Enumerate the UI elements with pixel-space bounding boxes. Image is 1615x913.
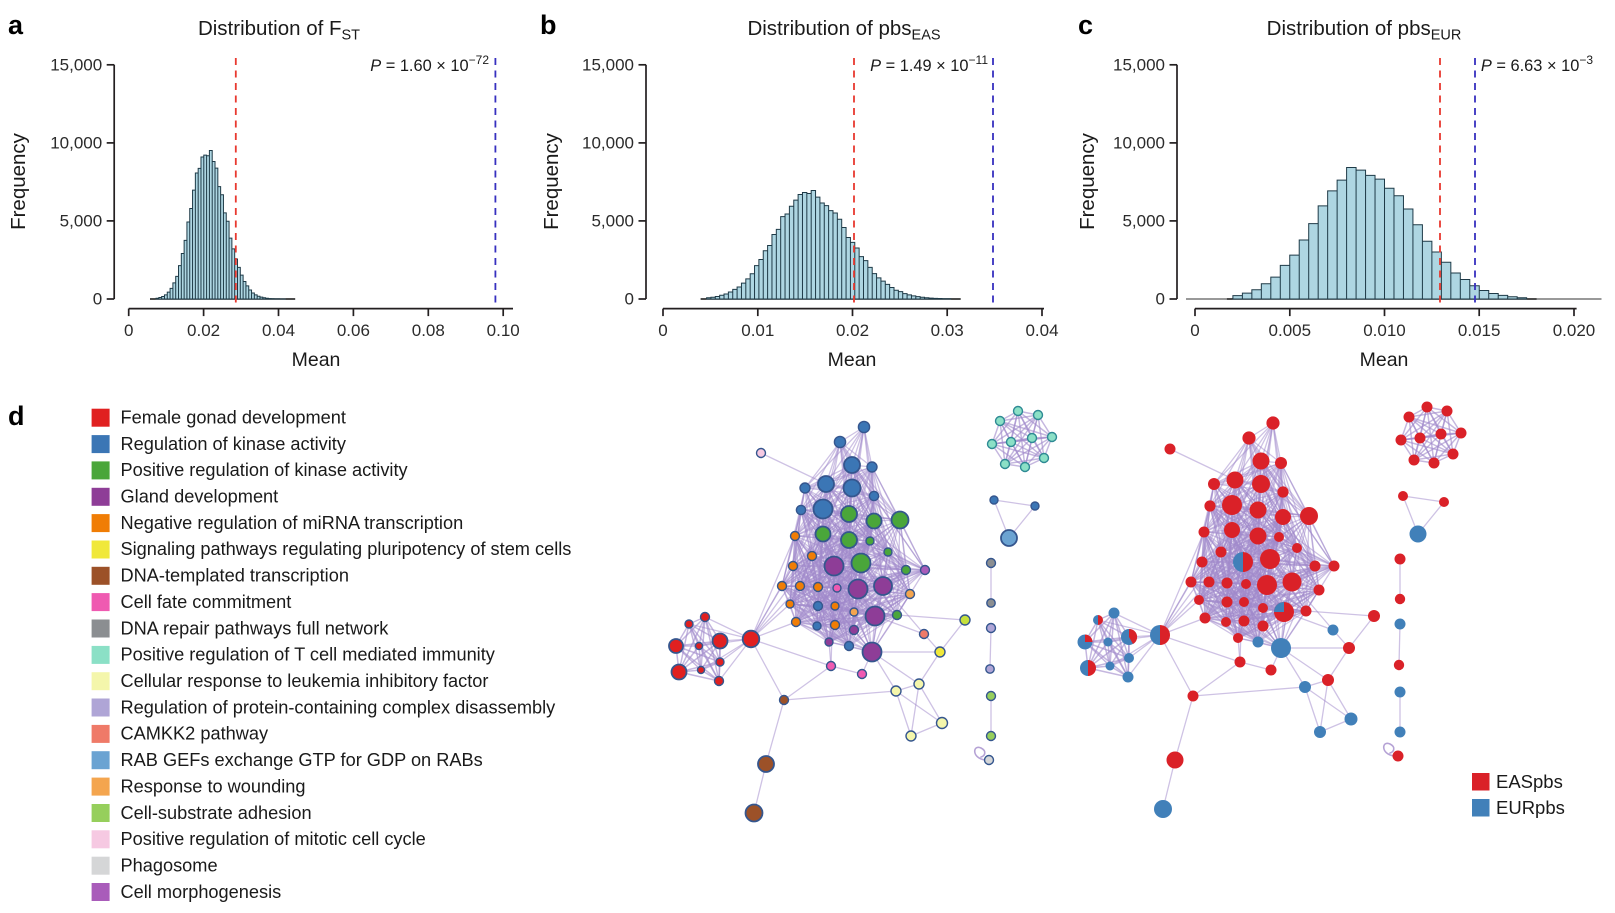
svg-text:0.010: 0.010: [1363, 321, 1406, 340]
svg-text:Mean: Mean: [828, 349, 877, 371]
svg-text:a: a: [8, 10, 24, 40]
svg-text:0.10: 0.10: [487, 321, 520, 340]
svg-text:0.020: 0.020: [1553, 321, 1596, 340]
svg-text:0.015: 0.015: [1458, 321, 1501, 340]
svg-text:0: 0: [625, 290, 634, 309]
svg-text:c: c: [1078, 10, 1093, 40]
svg-text:Frequency: Frequency: [540, 132, 563, 230]
svg-text:Distribution of pbsEAS: Distribution of pbsEAS: [747, 17, 940, 44]
svg-text:Positive regulation of mitotic: Positive regulation of mitotic cell cycl…: [121, 829, 426, 849]
svg-text:15,000: 15,000: [1113, 55, 1165, 74]
svg-text:Distribution of FST: Distribution of FST: [198, 17, 360, 44]
svg-text:15,000: 15,000: [50, 55, 102, 74]
svg-text:Cell fate commitment: Cell fate commitment: [121, 592, 292, 612]
svg-text:15,000: 15,000: [582, 55, 634, 74]
svg-text:DNA repair pathways full netwo: DNA repair pathways full network: [121, 618, 390, 638]
svg-text:d: d: [8, 401, 25, 431]
svg-text:0.04: 0.04: [262, 321, 295, 340]
svg-text:5,000: 5,000: [1122, 211, 1165, 230]
svg-text:0: 0: [1190, 321, 1199, 340]
svg-text:10,000: 10,000: [1113, 133, 1165, 152]
svg-text:CAMKK2 pathway: CAMKK2 pathway: [121, 724, 269, 744]
svg-text:0.08: 0.08: [412, 321, 445, 340]
svg-text:10,000: 10,000: [50, 133, 102, 152]
svg-text:EASpbs: EASpbs: [1496, 771, 1563, 792]
svg-text:Regulation of protein-containi: Regulation of protein-containing complex…: [121, 697, 557, 717]
svg-text:Gland development: Gland development: [121, 487, 279, 507]
svg-text:10,000: 10,000: [582, 133, 634, 152]
svg-text:Negative regulation of miRNA t: Negative regulation of miRNA transcripti…: [121, 513, 464, 533]
svg-text:b: b: [540, 10, 557, 40]
svg-text:Mean: Mean: [292, 349, 341, 371]
svg-text:Cellular response to leukemia: Cellular response to leukemia inhibitory…: [121, 671, 489, 691]
svg-text:5,000: 5,000: [60, 211, 103, 230]
svg-text:Positive regulation of T cell: Positive regulation of T cell mediated i…: [121, 645, 496, 665]
svg-text:0: 0: [93, 290, 102, 309]
svg-text:0: 0: [658, 321, 667, 340]
svg-text:0.04: 0.04: [1025, 321, 1058, 340]
svg-text:Frequency: Frequency: [1076, 132, 1099, 230]
svg-text:Female gonad development: Female gonad development: [121, 408, 346, 428]
svg-text:0: 0: [124, 321, 133, 340]
svg-text:Phagosome: Phagosome: [121, 856, 218, 876]
svg-text:0.005: 0.005: [1269, 321, 1312, 340]
svg-text:P = 1.60 × 10−72: P = 1.60 × 10−72: [370, 53, 489, 75]
svg-text:RAB GEFs exchange GTP for GDP: RAB GEFs exchange GTP for GDP on RABs: [121, 750, 483, 770]
svg-text:5,000: 5,000: [591, 211, 634, 230]
svg-text:Cell morphogenesis: Cell morphogenesis: [121, 882, 282, 902]
svg-text:0: 0: [1156, 290, 1165, 309]
svg-text:DNA-templated transcription: DNA-templated transcription: [121, 566, 349, 586]
svg-text:0.02: 0.02: [187, 321, 220, 340]
svg-text:Distribution of pbsEUR: Distribution of pbsEUR: [1267, 17, 1462, 44]
svg-text:0.02: 0.02: [836, 321, 869, 340]
svg-text:Signaling pathways regulating: Signaling pathways regulating pluripoten…: [121, 539, 572, 559]
svg-text:0.01: 0.01: [741, 321, 774, 340]
svg-text:0.03: 0.03: [931, 321, 964, 340]
svg-text:Mean: Mean: [1360, 349, 1409, 371]
svg-text:0.06: 0.06: [337, 321, 370, 340]
svg-text:Frequency: Frequency: [7, 132, 30, 230]
svg-text:Positive regulation of kinase: Positive regulation of kinase activity: [121, 460, 409, 480]
svg-text:Cell-substrate adhesion: Cell-substrate adhesion: [121, 803, 312, 823]
svg-text:EURpbs: EURpbs: [1496, 797, 1565, 818]
svg-text:P = 6.63 × 10−3: P = 6.63 × 10−3: [1481, 53, 1593, 75]
svg-text:P = 1.49 × 10−11: P = 1.49 × 10−11: [870, 53, 988, 75]
svg-text:Response to wounding: Response to wounding: [121, 776, 306, 796]
svg-text:Regulation of kinase activity: Regulation of kinase activity: [121, 434, 347, 454]
